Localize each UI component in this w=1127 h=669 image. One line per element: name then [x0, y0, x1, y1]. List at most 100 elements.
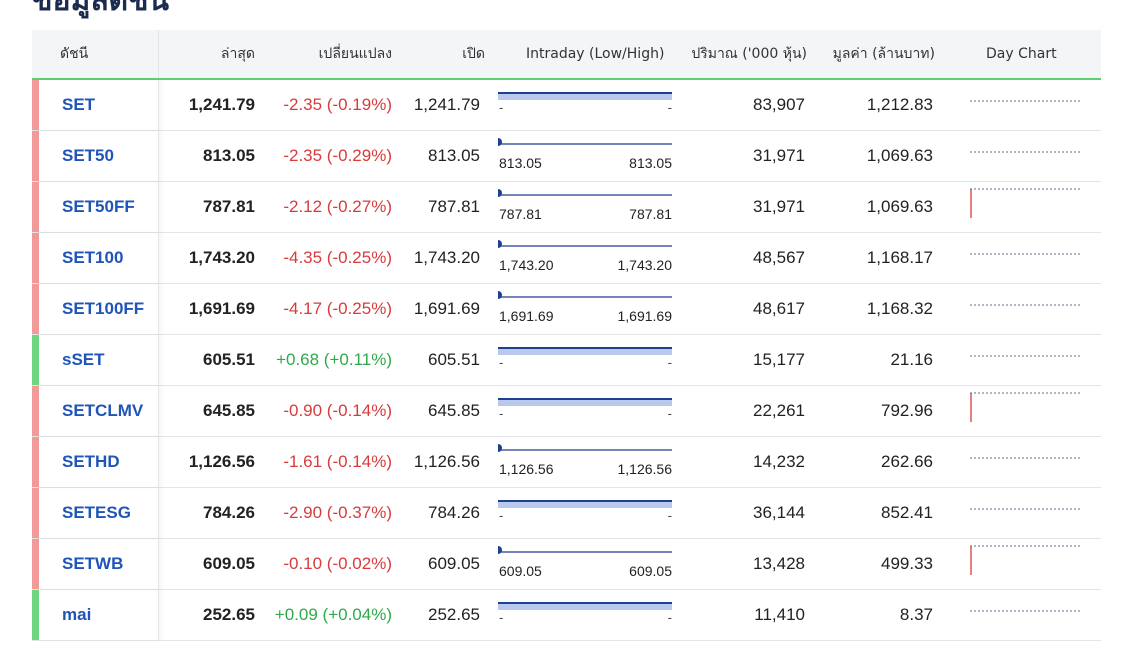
index-link[interactable]: sSET: [62, 350, 105, 369]
index-link[interactable]: SET50: [62, 146, 114, 165]
value: 792.96: [881, 401, 933, 420]
price-change: -2.12 (-0.27%): [283, 197, 392, 216]
last-price: 609.05: [203, 554, 255, 573]
trend-color-bar: [32, 131, 39, 181]
intraday-low: 1,126.56: [499, 461, 554, 477]
index-name-cell: [32, 437, 159, 487]
intraday-range-bar: [498, 602, 672, 610]
trend-color-bar: [32, 233, 39, 283]
table-row: SET50 813.05 -2.35 (-0.29%) 813.05 813.05 813…: [32, 131, 1101, 182]
day-chart-sparkline[interactable]: [968, 284, 1084, 334]
last-price: 813.05: [203, 146, 255, 165]
intraday-high: -: [667, 355, 672, 370]
header-last[interactable]: ล่าสุด: [220, 46, 255, 62]
day-chart[interactable]: [968, 335, 1084, 385]
index-link[interactable]: SETESG: [62, 503, 131, 522]
header-intraday: Intraday (Low/High): [526, 46, 665, 62]
day-chart[interactable]: [968, 233, 1084, 283]
index-link[interactable]: SETWB: [62, 554, 124, 573]
intraday-high: 609.05: [629, 563, 672, 579]
price-change: -2.90 (-0.37%): [283, 503, 392, 522]
day-chart[interactable]: [968, 590, 1084, 640]
table-body: SET 1,241.79 -2.35 (-0.19%) 1,241.79- -83,90…: [32, 80, 1101, 641]
intraday-high: 1,126.56: [617, 461, 673, 477]
intraday-low: -: [499, 610, 504, 625]
trend-color-bar: [32, 284, 39, 334]
open-price: 787.81: [428, 197, 480, 216]
trend-color-bar: [32, 80, 39, 130]
intraday-low: 1,691.69: [499, 308, 554, 324]
last-price: 252.65: [203, 605, 255, 624]
header-value[interactable]: มูลค่า (ล้านบาท): [832, 46, 935, 62]
intraday-range: 1,126.56 1,126.56: [498, 437, 672, 487]
value: 1,212.83: [866, 95, 933, 114]
day-chart-sparkline[interactable]: [968, 386, 1084, 436]
day-chart[interactable]: [968, 437, 1084, 487]
day-chart-sparkline[interactable]: [968, 335, 1084, 385]
header-volume[interactable]: ปริมาณ ('000 หุ้น): [691, 46, 807, 62]
table-row: SET100 1,743.20 -4.35 (-0.25%) 1,743.20 1,74…: [32, 233, 1101, 284]
day-chart[interactable]: [968, 539, 1084, 589]
open-price: 1,241.79: [413, 95, 480, 114]
last-price: 784.26: [203, 503, 255, 522]
day-chart[interactable]: [968, 80, 1084, 130]
last-price: 645.85: [203, 401, 255, 420]
index-link[interactable]: SET: [62, 95, 96, 114]
index-name-cell: [32, 233, 159, 283]
header-divider: [158, 30, 159, 78]
index-link[interactable]: SET100FF: [62, 299, 145, 318]
intraday-range-bar: [498, 92, 672, 100]
intraday-low: 609.05: [499, 563, 542, 579]
last-price: 1,126.56: [188, 452, 255, 471]
intraday-range: 813.05 813.05: [498, 131, 672, 181]
index-link[interactable]: SETHD: [62, 452, 120, 471]
day-chart[interactable]: [968, 182, 1084, 232]
day-chart[interactable]: [968, 386, 1084, 436]
value: 262.66: [881, 452, 933, 471]
day-chart[interactable]: [968, 131, 1084, 181]
day-chart-sparkline[interactable]: [968, 437, 1084, 487]
intraday-range-line: [498, 240, 672, 248]
intraday-range-line: [498, 291, 672, 299]
day-chart-sparkline[interactable]: [968, 233, 1084, 283]
page-title: ข้อมูลดัชนี: [32, 0, 170, 18]
value: 852.41: [881, 503, 933, 522]
index-table: ดัชนี ล่าสุด เปลี่ยนแปลง เปิด Intraday (…: [32, 30, 1101, 641]
table-row: mai 252.65 +0.09 (+0.04%) 252.65- -11,410 8.3…: [32, 590, 1101, 641]
trend-color-bar: [32, 539, 39, 589]
price-change: +0.09 (+0.04%): [274, 605, 392, 624]
intraday-range: 1,743.20 1,743.20: [498, 233, 672, 283]
day-chart-sparkline[interactable]: [968, 539, 1084, 589]
open-price: 1,126.56: [413, 452, 480, 471]
header-change[interactable]: เปลี่ยนแปลง: [318, 46, 392, 62]
day-chart[interactable]: [968, 488, 1084, 538]
index-link[interactable]: mai: [62, 605, 92, 624]
day-chart-sparkline[interactable]: [968, 590, 1084, 640]
table-row: SETWB 609.05 -0.10 (-0.02%) 609.05 609.05 609…: [32, 539, 1101, 590]
header-open[interactable]: เปิด: [462, 46, 485, 62]
index-name-cell: [32, 590, 159, 640]
index-link[interactable]: SET100: [62, 248, 124, 267]
index-name-cell: [32, 80, 159, 130]
day-chart-sparkline[interactable]: [968, 182, 1084, 232]
table-row: SETESG 784.26 -2.90 (-0.37%) 784.26- -36,144…: [32, 488, 1101, 539]
price-change: -1.61 (-0.14%): [283, 452, 392, 471]
index-link[interactable]: SET50FF: [62, 197, 135, 216]
value: 8.37: [899, 605, 933, 624]
index-name-cell: [32, 488, 159, 538]
index-name-cell: [32, 182, 159, 232]
day-chart[interactable]: [968, 284, 1084, 334]
open-price: 252.65: [428, 605, 480, 624]
day-chart-sparkline[interactable]: [968, 80, 1084, 130]
table-row: SET100FF 1,691.69 -4.17 (-0.25%) 1,691.69 1,…: [32, 284, 1101, 335]
intraday-low: -: [499, 355, 504, 370]
day-chart-sparkline[interactable]: [968, 131, 1084, 181]
intraday-low: -: [499, 508, 504, 523]
day-chart-sparkline[interactable]: [968, 488, 1084, 538]
price-change: -4.35 (-0.25%): [283, 248, 392, 267]
intraday-range-bar: [498, 500, 672, 508]
table-row: sSET 605.51 +0.68 (+0.11%) 605.51- -15,177 21…: [32, 335, 1101, 386]
index-link[interactable]: SETCLMV: [62, 401, 144, 420]
open-price: 609.05: [428, 554, 480, 573]
value: 1,168.32: [866, 299, 933, 318]
